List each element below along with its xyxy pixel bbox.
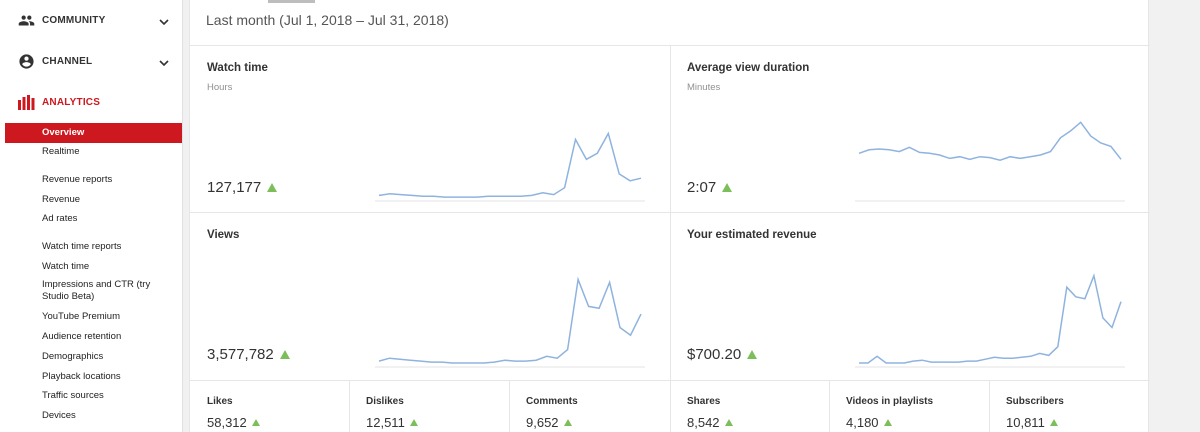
people-icon (18, 12, 35, 29)
date-range[interactable]: Last month (Jul 1, 2018 – Jul 31, 2018) (206, 12, 449, 28)
stat-value-comments: 9,652 (526, 415, 572, 430)
divider (670, 380, 671, 432)
sidebar-item-playback-locations[interactable]: Playback locations (42, 371, 121, 382)
trend-up-icon (563, 419, 572, 426)
trend-up-icon (267, 183, 278, 192)
avg-view-duration-value: 2:07 (687, 179, 733, 196)
metric-value: $700.20 (687, 346, 742, 363)
stat-label-videos-in-playlists[interactable]: Videos in playlists (846, 396, 934, 407)
sidebar: COMMUNITY CHANNEL ANALYTICS Overview Rea… (0, 0, 183, 432)
metric-value: 58,312 (207, 415, 247, 430)
trend-up-icon (747, 350, 758, 359)
sidebar-item-realtime[interactable]: Realtime (42, 146, 80, 157)
metric-value: 3,577,782 (207, 346, 274, 363)
stat-value-dislikes: 12,511 (366, 415, 418, 430)
bar-chart-icon (18, 94, 35, 111)
stat-value-likes: 58,312 (207, 415, 260, 430)
stat-value-videos-in-playlists: 4,180 (846, 415, 892, 430)
sparkline-line (378, 276, 642, 364)
sidebar-item-ad-rates[interactable]: Ad rates (42, 213, 78, 224)
metric-value: 2:07 (687, 179, 717, 196)
sparkline-line (378, 131, 642, 198)
chevron-down-icon[interactable] (159, 55, 169, 73)
card-title-estimated-revenue[interactable]: Your estimated revenue (687, 229, 817, 241)
card-title-watch-time[interactable]: Watch time (207, 62, 268, 74)
watch-time-sparkline[interactable] (375, 106, 645, 202)
sparkline-line (858, 121, 1122, 161)
stat-label-comments[interactable]: Comments (526, 396, 578, 407)
divider (989, 380, 990, 432)
sidebar-item-traffic-sources[interactable]: Traffic sources (42, 390, 104, 401)
sidebar-section-label: ANALYTICS (42, 96, 101, 108)
sidebar-item-audience-retention[interactable]: Audience retention (42, 331, 122, 342)
sidebar-item-watch-time[interactable]: Watch time (42, 261, 90, 272)
revenue-value: $700.20 (687, 346, 758, 363)
stat-value-shares: 8,542 (687, 415, 733, 430)
tab-indicator (268, 0, 315, 3)
metric-value: 127,177 (207, 179, 262, 196)
metric-value: 4,180 (846, 415, 879, 430)
sparkline-line (859, 273, 1122, 364)
sidebar-section-channel[interactable]: CHANNEL (0, 43, 183, 79)
metric-value: 8,542 (687, 415, 720, 430)
views-sparkline[interactable] (375, 262, 645, 368)
card-title-views[interactable]: Views (207, 229, 240, 241)
card-unit: Hours (207, 82, 233, 93)
sidebar-item-devices[interactable]: Devices (42, 410, 76, 421)
stat-label-subscribers[interactable]: Subscribers (1006, 396, 1064, 407)
divider (829, 380, 830, 432)
sidebar-item-impressions-ctr[interactable]: Impressions and CTR (try Studio Beta) (42, 279, 151, 302)
sidebar-section-analytics[interactable]: ANALYTICS (0, 84, 183, 120)
divider (670, 45, 671, 380)
trend-up-icon (722, 183, 733, 192)
divider (509, 380, 510, 432)
sidebar-item-youtube-premium[interactable]: YouTube Premium (42, 311, 120, 322)
sidebar-section-label: COMMUNITY (42, 14, 106, 26)
stat-value-subscribers: 10,811 (1006, 415, 1058, 430)
avg-view-duration-sparkline[interactable] (855, 106, 1125, 202)
trend-up-icon (251, 419, 260, 426)
sidebar-item-overview[interactable]: Overview (5, 123, 182, 143)
stat-label-shares[interactable]: Shares (687, 396, 721, 407)
metric-value: 9,652 (526, 415, 559, 430)
sidebar-section-label: CHANNEL (42, 55, 93, 67)
metric-value: 10,811 (1006, 415, 1045, 430)
account-circle-icon (18, 53, 35, 70)
sidebar-item-revenue[interactable]: Revenue (42, 194, 81, 205)
revenue-sparkline[interactable] (855, 262, 1125, 368)
stat-label-likes[interactable]: Likes (207, 396, 233, 407)
views-value: 3,577,782 (207, 346, 290, 363)
stat-label-dislikes[interactable]: Dislikes (366, 396, 404, 407)
trend-up-icon (279, 350, 290, 359)
divider (349, 380, 350, 432)
card-unit: Minutes (687, 82, 721, 93)
watch-time-value: 127,177 (207, 179, 278, 196)
metric-value: 12,511 (366, 415, 405, 430)
main-panel: Last month (Jul 1, 2018 – Jul 31, 2018) … (189, 0, 1150, 432)
sidebar-item-watch-time-reports[interactable]: Watch time reports (42, 241, 122, 252)
trend-up-icon (409, 419, 418, 426)
trend-up-icon (1049, 419, 1058, 426)
trend-up-icon (883, 419, 892, 426)
card-title-avg-view-duration[interactable]: Average view duration (687, 62, 810, 74)
trend-up-icon (724, 419, 733, 426)
chevron-down-icon[interactable] (159, 14, 169, 32)
sidebar-item-demographics[interactable]: Demographics (42, 351, 104, 362)
sidebar-section-community[interactable]: COMMUNITY (0, 2, 183, 38)
sidebar-item-revenue-reports[interactable]: Revenue reports (42, 174, 113, 185)
